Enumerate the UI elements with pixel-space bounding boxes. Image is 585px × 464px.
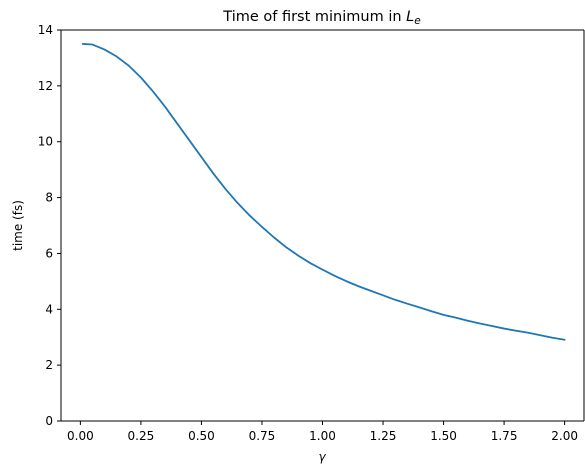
x-tick-label: 0.00 bbox=[67, 429, 94, 443]
y-axis-label: time (fs) bbox=[11, 200, 25, 251]
y-tick-label: 8 bbox=[45, 191, 53, 205]
y-tick-label: 0 bbox=[45, 414, 53, 428]
y-tick-label: 14 bbox=[38, 23, 53, 37]
plot-area bbox=[60, 29, 585, 422]
x-tick-label: 1.50 bbox=[430, 429, 457, 443]
y-tick-label: 2 bbox=[45, 358, 53, 372]
x-tick-label: 1.00 bbox=[309, 429, 336, 443]
chart-title: Time of first minimum in Le bbox=[222, 9, 420, 27]
x-axis-ticks: 0.00 0.25 0.50 0.75 1.00 1.25 1.50 1.75 2.00 bbox=[67, 421, 578, 443]
series-line-0 bbox=[81, 43, 566, 341]
y-tick-label: 4 bbox=[45, 302, 53, 316]
x-tick-label: 0.75 bbox=[249, 429, 276, 443]
x-tick-label: 0.25 bbox=[128, 429, 155, 443]
chart-title-text: Time of first minimum in bbox=[222, 9, 406, 25]
x-tick-label: 2.00 bbox=[551, 429, 578, 443]
x-tick-label: 1.25 bbox=[370, 429, 397, 443]
x-tick-label: 0.50 bbox=[188, 429, 215, 443]
y-tick-label: 6 bbox=[45, 246, 53, 260]
x-tick-label: 1.75 bbox=[491, 429, 518, 443]
chart-title-math-sub: e bbox=[414, 15, 420, 27]
y-axis-ticks: 0 2 4 6 8 10 12 14 bbox=[38, 23, 61, 428]
x-axis-label: γ bbox=[318, 450, 326, 464]
y-tick-label: 10 bbox=[38, 135, 53, 149]
chart-title-math: L bbox=[406, 9, 414, 25]
y-tick-label: 12 bbox=[38, 79, 53, 93]
